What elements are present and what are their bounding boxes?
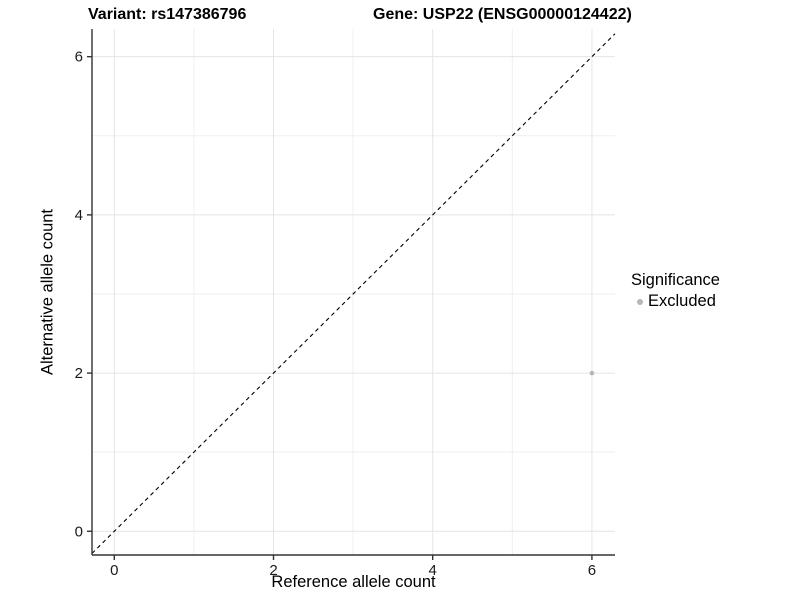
legend-key — [631, 293, 648, 310]
legend-title: Significance — [631, 271, 720, 289]
y-tick-label: 0 — [75, 523, 83, 540]
x-tick-label: 0 — [110, 562, 118, 579]
x-axis-label: Reference allele count — [271, 573, 436, 591]
data-point — [589, 370, 595, 376]
y-tick-label: 2 — [75, 365, 83, 382]
legend-point-icon — [636, 298, 643, 305]
y-tick-label: 6 — [75, 49, 83, 66]
y-tick-label: 4 — [75, 207, 83, 224]
x-tick-label: 6 — [588, 562, 596, 579]
x-tick-label: 4 — [429, 562, 437, 579]
x-tick-label: 2 — [269, 562, 277, 579]
plot-title-gene: Gene: USP22 (ENSG00000124422) — [373, 6, 632, 23]
y-axis-label: Alternative allele count — [38, 208, 57, 376]
legend: Significance Excluded — [631, 271, 720, 311]
identity-line — [91, 33, 616, 554]
legend-entry-label: Excluded — [648, 292, 716, 310]
plot-title-variant: Variant: rs147386796 — [88, 6, 247, 23]
legend-entry-excluded: Excluded — [631, 292, 720, 311]
